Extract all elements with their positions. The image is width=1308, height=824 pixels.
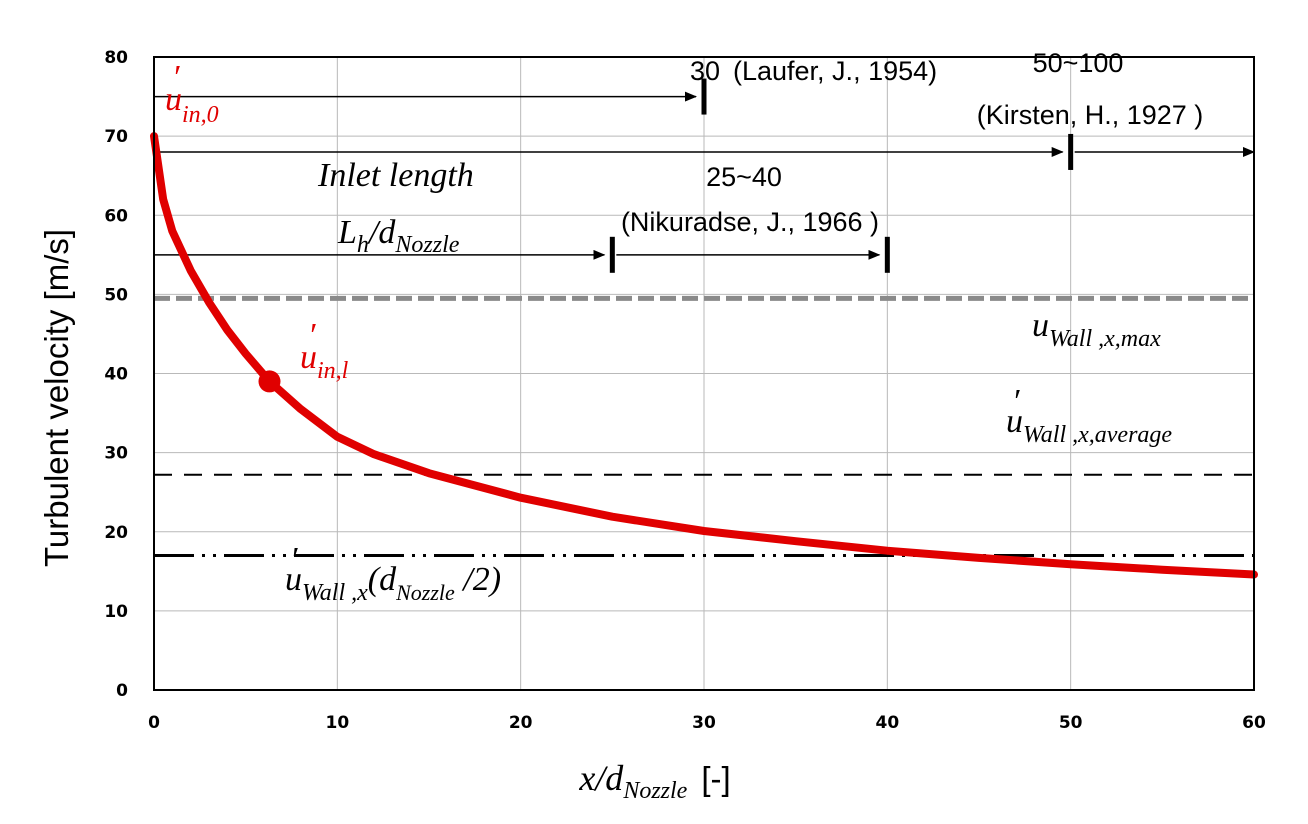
x-axis-label: x/dNozzle [-]	[578, 758, 730, 804]
u-wall-max-label: uWall ,x,max	[1032, 307, 1161, 352]
series-layer	[150, 132, 1258, 579]
x-axis-label-unit: [-]	[701, 760, 730, 797]
x-axis-label-sub: Nozzle	[622, 778, 687, 804]
x-tick-label: 30	[692, 713, 716, 733]
inlet-length-arrows	[154, 78, 1255, 273]
y-tick-label: 40	[104, 365, 128, 385]
grid	[154, 57, 1254, 690]
laufer-value: 30	[690, 56, 720, 86]
u-wall-half-label: uWall ,x(dNozzle /2)	[285, 561, 501, 606]
series-line	[150, 132, 1258, 579]
kirsten-ref: (Kirsten, H., 1927 )	[977, 100, 1204, 130]
x-tick-label: 60	[1242, 713, 1266, 733]
x-tick-label: 20	[509, 713, 533, 733]
u-inl-label: uin,l	[300, 339, 349, 384]
plot-frame	[153, 56, 1255, 691]
data-point	[258, 370, 281, 393]
y-axis-label: Turbulent velocity [m/s]	[38, 229, 75, 567]
nikuradse-value: 25~40	[706, 162, 782, 192]
x-tick-label: 10	[325, 713, 349, 733]
kirsten-value: 50~100	[1033, 48, 1124, 78]
u-wall-avg-prime: ′	[1012, 383, 1020, 420]
y-tick-label: 20	[104, 523, 128, 543]
u-in0-label: uin,0	[165, 81, 219, 128]
x-tick-label: 0	[148, 713, 160, 733]
u-wall-half-prime: ′	[290, 541, 298, 578]
reference-lines	[154, 295, 1254, 557]
u-wall-avg-label: uWall ,x,average	[1006, 403, 1172, 448]
axes: 0 10 20 30 40 50 60 0 10 20 30 40 50 60 70 80	[104, 48, 1266, 733]
y-tick-label: 50	[104, 285, 128, 305]
u-in0-prime: ′	[172, 59, 180, 96]
y-tick-label: 30	[104, 444, 128, 464]
x-axis-label-main: x/d	[578, 758, 624, 798]
u-inl-prime: ′	[308, 317, 316, 354]
inlet-length-ratio: Lh/dNozzle	[337, 214, 460, 258]
laufer-ref: (Laufer, J., 1954)	[733, 56, 937, 86]
y-tick-label: 70	[104, 127, 128, 147]
y-tick-label: 80	[104, 48, 128, 68]
y-tick-label: 10	[104, 602, 128, 622]
y-tick-label: 60	[104, 206, 128, 226]
y-tick-label: 0	[116, 681, 128, 701]
x-tick-label: 50	[1059, 713, 1083, 733]
x-tick-label: 40	[875, 713, 899, 733]
nikuradse-ref: (Nikuradse, J., 1966 )	[621, 207, 879, 237]
inlet-length-title: Inlet length	[317, 157, 474, 194]
